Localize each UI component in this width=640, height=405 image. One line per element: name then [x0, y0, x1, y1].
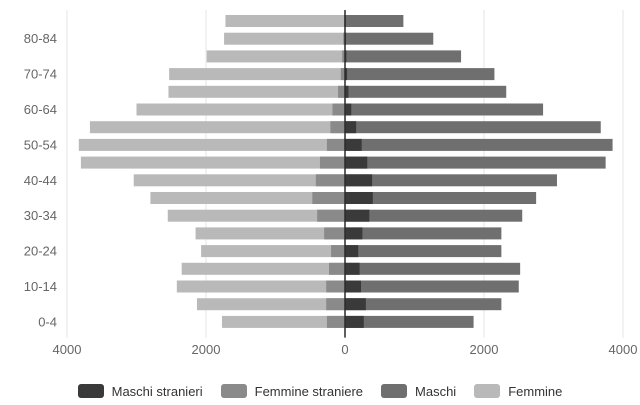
legend-swatch-femmine	[474, 384, 501, 398]
bar-femmine-0-4	[221, 315, 345, 328]
bar-femmine-10-14	[176, 280, 345, 293]
y-tick-label-60-64: 60-64	[24, 102, 57, 117]
bar-femmine-15-19	[181, 262, 345, 275]
legend-swatch-maschi-stranieri	[77, 384, 104, 398]
legend-swatch-maschi	[381, 384, 408, 398]
y-tick-label-0-4: 0-4	[38, 314, 57, 329]
bar-maschi-stranieri-30-34	[345, 209, 370, 222]
bar-femmine-50-54	[78, 138, 345, 151]
x-tick-label-0: 4000	[53, 342, 82, 357]
bar-femmine-55-59	[89, 121, 345, 134]
bar-maschi-40-44	[345, 174, 557, 187]
bar-maschi-85+	[345, 15, 404, 27]
bar-femmine-straniere-30-34	[317, 209, 345, 222]
bar-femmine-75-79	[206, 50, 345, 63]
bar-maschi-65-69	[345, 85, 507, 98]
bar-femmine-25-29	[195, 227, 345, 240]
legend-item-femmine-straniere[interactable]: Femmine straniere	[220, 383, 364, 399]
legend-label-maschi-stranieri: Maschi stranieri	[111, 383, 203, 399]
bar-maschi-50-54	[345, 138, 613, 151]
bar-femmine-40-44	[133, 174, 345, 187]
bar-maschi-stranieri-65-69	[345, 85, 349, 98]
legend-label-femmine: Femmine	[508, 383, 563, 399]
bar-femmine-35-39	[150, 192, 345, 204]
legend: Maschi stranieri Femmine straniere Masch…	[0, 380, 640, 402]
bar-maschi-stranieri-70-74	[345, 68, 348, 81]
x-tick-label-4: 4000	[609, 342, 638, 357]
bar-femmine-straniere-0-4	[326, 315, 345, 328]
bar-maschi-5-9	[345, 298, 502, 311]
bar-maschi-0-4	[345, 315, 474, 328]
bar-femmine-70-74	[169, 68, 345, 81]
bar-maschi-stranieri-40-44	[345, 174, 373, 187]
y-tick-label-30-34: 30-34	[24, 208, 57, 223]
bar-maschi-20-24	[345, 245, 502, 258]
bar-maschi-15-19	[345, 262, 521, 275]
bar-femmine-30-34	[167, 209, 345, 222]
bar-femmine-straniere-80-84	[343, 32, 345, 45]
y-tick-label-40-44: 40-44	[24, 173, 57, 188]
bar-femmine-65-69	[168, 85, 345, 98]
bar-maschi-stranieri-10-14	[345, 280, 361, 293]
bar-femmine-80-84	[224, 32, 345, 45]
bar-maschi-35-39	[345, 192, 537, 204]
bar-femmine-straniere-5-9	[326, 298, 345, 311]
chart-canvas: 80-84 70-74 60-64 50-54 40-44 30-34 20-24 10-14…	[24, 10, 638, 357]
bar-maschi-45-49	[345, 156, 606, 169]
bar-femmine-20-24	[201, 245, 345, 258]
y-tick-label-50-54: 50-54	[24, 137, 57, 152]
bar-maschi-stranieri-25-29	[345, 227, 363, 240]
bar-maschi-stranieri-15-19	[345, 262, 360, 275]
bar-maschi-stranieri-50-54	[345, 138, 362, 151]
legend-label-maschi: Maschi	[415, 383, 457, 399]
bar-maschi-stranieri-55-59	[345, 121, 357, 134]
bar-maschi-55-59	[345, 121, 601, 134]
bar-maschi-75-79	[345, 50, 462, 63]
bar-femmine-straniere-10-14	[326, 280, 345, 293]
bar-maschi-70-74	[345, 68, 495, 81]
bar-maschi-stranieri-5-9	[345, 298, 366, 311]
bar-maschi-stranieri-45-49	[345, 156, 368, 169]
bar-femmine-straniere-25-29	[324, 227, 345, 240]
legend-swatch-femmine-straniere	[220, 384, 247, 398]
bar-femmine-straniere-50-54	[326, 138, 345, 151]
bar-maschi-80-84	[345, 32, 434, 45]
bar-femmine-straniere-70-74	[340, 68, 345, 81]
bar-femmine-straniere-75-79	[342, 50, 345, 63]
y-tick-label-80-84: 80-84	[24, 31, 57, 46]
bar-femmine-straniere-20-24	[331, 245, 345, 258]
x-tick-label-1: 2000	[192, 342, 221, 357]
x-tick-label-2: 0	[341, 342, 348, 357]
bar-maschi-10-14	[345, 280, 519, 293]
bar-femmine-straniere-15-19	[329, 262, 345, 275]
x-tick-label-3: 2000	[470, 342, 499, 357]
bar-femmine-85+	[225, 15, 345, 27]
bar-maschi-stranieri-20-24	[345, 245, 359, 258]
bar-femmine-60-64	[136, 103, 345, 116]
bar-maschi-30-34	[345, 209, 523, 222]
bar-maschi-stranieri-35-39	[345, 192, 373, 204]
bar-maschi-stranieri-0-4	[345, 315, 364, 328]
legend-item-femmine[interactable]: Femmine	[474, 384, 562, 399]
bar-maschi-25-29	[345, 227, 502, 240]
legend-label-femmine-straniere: Femmine straniere	[254, 383, 364, 399]
y-tick-label-20-24: 20-24	[24, 244, 57, 259]
bar-femmine-straniere-60-64	[332, 103, 345, 116]
bar-femmine-straniere-65-69	[338, 85, 345, 98]
bar-maschi-60-64	[345, 103, 544, 116]
y-tick-label-70-74: 70-74	[24, 67, 57, 82]
bar-femmine-5-9	[196, 298, 345, 311]
bar-femmine-45-49	[80, 156, 346, 169]
legend-item-maschi[interactable]: Maschi	[381, 384, 456, 399]
bar-femmine-straniere-40-44	[315, 174, 345, 187]
bar-femmine-straniere-55-59	[330, 121, 345, 134]
bar-femmine-straniere-45-49	[319, 156, 345, 169]
y-tick-label-10-14: 10-14	[24, 279, 57, 294]
bar-femmine-straniere-35-39	[312, 192, 345, 204]
bar-maschi-stranieri-60-64	[345, 103, 352, 116]
legend-item-maschi-stranieri[interactable]: Maschi stranieri	[77, 383, 203, 399]
